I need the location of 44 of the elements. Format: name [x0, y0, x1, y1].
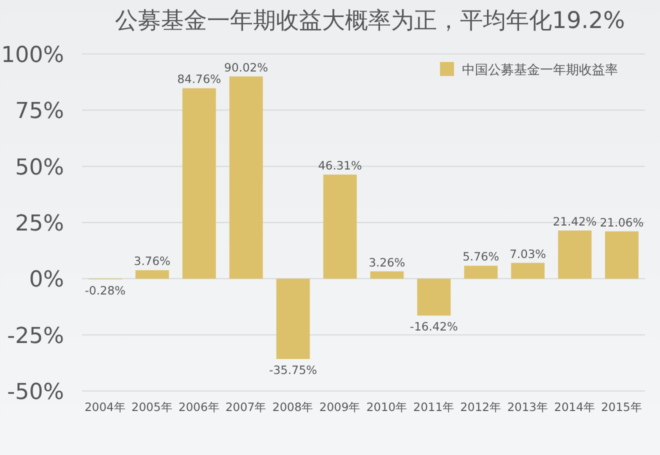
- bar: [229, 76, 263, 279]
- bar: [464, 266, 498, 279]
- bar: [135, 270, 169, 279]
- text: 84.76%: [177, 72, 222, 86]
- text: 7.03%: [510, 246, 546, 261]
- text: -16.42%: [410, 320, 458, 334]
- x-tick-label: 2014年: [554, 400, 596, 414]
- text: 5.76%: [462, 250, 500, 264]
- y-tick-label: 0%: [29, 268, 64, 293]
- text: -0.28%: [84, 283, 126, 298]
- bar: [323, 174, 357, 279]
- y-tick-label: -25%: [7, 324, 64, 349]
- text: 3.26%: [368, 255, 406, 270]
- x-tick-label: 2011年: [413, 400, 455, 414]
- text: 21.06%: [600, 215, 644, 230]
- bar: [558, 230, 592, 279]
- y-tick-label: 75%: [15, 99, 64, 124]
- x-tick-label: 2006年: [178, 400, 220, 414]
- bar: [511, 262, 545, 279]
- y-tick-label: 100%: [1, 43, 64, 68]
- x-tick-label: 2009年: [319, 400, 361, 414]
- x-tick-label: 2015年: [601, 400, 642, 414]
- y-tick-label: -50%: [7, 380, 64, 405]
- x-tick-label: 2005年: [132, 400, 173, 414]
- x-tick-label: 2008年: [272, 400, 314, 414]
- bar: [370, 271, 404, 279]
- text: 46.31%: [318, 158, 362, 173]
- bar: [276, 278, 310, 359]
- x-tick-label: 2010年: [366, 400, 408, 414]
- text: -35.75%: [269, 362, 318, 377]
- x-tick-label: 2012年: [460, 400, 502, 414]
- bar: [605, 231, 638, 279]
- text: 90.02%: [224, 60, 268, 74]
- y-tick-label: 25%: [15, 212, 64, 236]
- text: 21.42%: [552, 214, 597, 229]
- legend-label: 中国公募基金一年期收益率: [462, 62, 618, 78]
- x-tick-label: 2013年: [507, 400, 548, 414]
- x-tick-label: 2004年: [84, 400, 126, 414]
- y-tick-label: 50%: [15, 155, 64, 180]
- bar: [182, 88, 216, 279]
- bar: [417, 278, 451, 316]
- chart-title: 公募基金一年期收益大概率为正，平均年化19.2%: [114, 8, 626, 34]
- x-tick-label: 2007年: [225, 400, 267, 414]
- text: 3.76%: [134, 254, 170, 268]
